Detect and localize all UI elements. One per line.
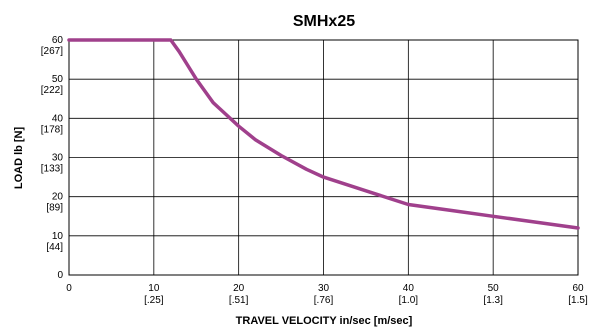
y-tick-sublabel: [133] (41, 164, 63, 175)
x-tick-label: 20 (233, 283, 245, 294)
y-tick-sublabel: [267] (41, 46, 63, 57)
y-axis-label: LOAD lb [N] (13, 127, 25, 190)
plot-frame (68, 39, 579, 276)
tick-labels: 0 10[.25]20[.51]30[.76]40[1.0]50[1.3]60[1… (41, 35, 588, 306)
y-tick-sublabel: [178] (41, 124, 63, 135)
y-tick-label: 60 (52, 35, 64, 46)
x-tick-label: 60 (572, 283, 584, 294)
x-tick-label: 10 (148, 283, 160, 294)
y-tick-sublabel: [44] (46, 242, 63, 253)
x-axis-label: TRAVEL VELOCITY in/sec [m/sec] (236, 315, 413, 327)
y-tick-sublabel: [222] (41, 85, 63, 96)
x-tick-label: 40 (403, 283, 415, 294)
x-tick-sublabel: [1.3] (483, 295, 503, 306)
x-tick-sublabel: [1.0] (399, 295, 419, 306)
y-tick-label: 20 (52, 192, 64, 203)
chart-title: SMHx25 (293, 13, 355, 30)
y-tick-label: 0 (57, 270, 63, 281)
series-line (67, 38, 580, 230)
series (67, 38, 580, 230)
x-tick-sublabel: [.76] (314, 295, 334, 306)
y-tick-label: 50 (52, 74, 64, 85)
x-tick-label: 30 (318, 283, 330, 294)
y-tick-label: 10 (52, 231, 64, 242)
grid (68, 39, 579, 276)
y-tick-label: 30 (52, 153, 64, 164)
x-tick-sublabel: [.51] (229, 295, 249, 306)
x-tick-label: 0 (66, 283, 72, 294)
y-tick-label: 40 (52, 113, 64, 124)
y-tick-sublabel: [89] (46, 203, 63, 214)
x-tick-sublabel: [.25] (144, 295, 164, 306)
x-tick-sublabel: [1.5] (568, 295, 588, 306)
x-tick-label: 50 (488, 283, 500, 294)
